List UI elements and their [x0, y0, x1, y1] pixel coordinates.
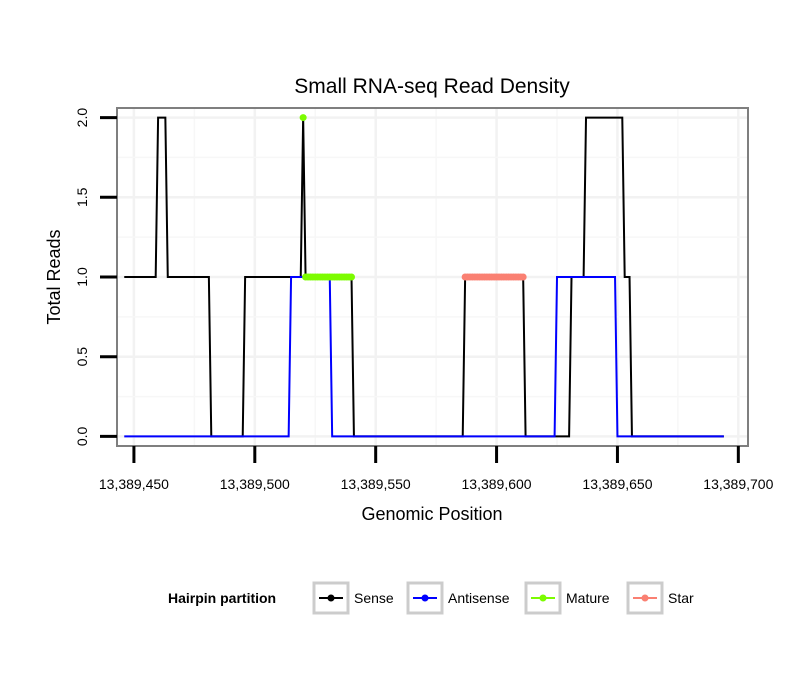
y-tick-label: 1.5	[74, 187, 90, 207]
x-tick-label: 13,389,600	[462, 476, 532, 492]
mature-point	[348, 273, 356, 281]
legend-label-sense: Sense	[354, 590, 394, 606]
legend-item-sense: Sense	[312, 581, 394, 615]
legend: Hairpin partition Sense Antisense Mature St…	[168, 581, 694, 615]
x-axis-title: Genomic Position	[361, 504, 502, 524]
legend-key-point	[539, 594, 547, 602]
y-axis: 0.0 0.5 1.0 1.5 2.0	[74, 108, 117, 446]
antisense-series-line	[124, 276, 724, 438]
x-tick-label: 13,389,650	[582, 476, 652, 492]
legend-item-antisense: Antisense	[406, 581, 510, 615]
y-tick-label: 0.0	[74, 426, 90, 446]
x-tick-label: 13,389,700	[703, 476, 773, 492]
legend-item-mature: Mature	[524, 581, 610, 615]
x-tick-label: 13,389,450	[99, 476, 169, 492]
legend-key-point	[421, 594, 429, 602]
series-layer	[124, 114, 724, 438]
chart-title: Small RNA-seq Read Density	[294, 75, 570, 98]
legend-label-mature: Mature	[566, 590, 610, 606]
x-tick-label: 13,389,550	[341, 476, 411, 492]
legend-label-antisense: Antisense	[448, 590, 510, 606]
legend-key-point	[327, 594, 335, 602]
star-point	[519, 273, 527, 281]
y-axis-title: Total Reads	[44, 229, 64, 324]
y-tick-label: 2.0	[74, 108, 90, 128]
x-axis: 13,389,450 13,389,500 13,389,550 13,389,600…	[99, 446, 774, 492]
legend-item-star: Star	[626, 581, 694, 615]
legend-key-point	[641, 594, 649, 602]
y-tick-label: 1.0	[74, 267, 90, 287]
legend-title: Hairpin partition	[168, 590, 276, 606]
sense-series-line	[124, 116, 724, 438]
legend-label-star: Star	[668, 590, 694, 606]
x-tick-label: 13,389,500	[220, 476, 290, 492]
mature-point	[299, 114, 307, 122]
y-tick-label: 0.5	[74, 347, 90, 367]
